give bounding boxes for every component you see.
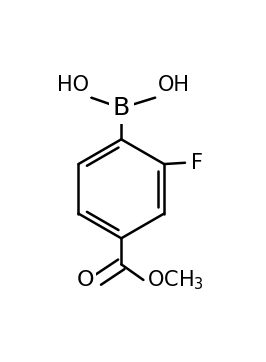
Text: B: B bbox=[113, 96, 130, 120]
Text: OH: OH bbox=[158, 75, 190, 95]
Text: OCH$_3$: OCH$_3$ bbox=[147, 268, 204, 292]
Text: O: O bbox=[76, 270, 94, 290]
Text: F: F bbox=[192, 153, 203, 173]
Text: HO: HO bbox=[57, 75, 89, 95]
